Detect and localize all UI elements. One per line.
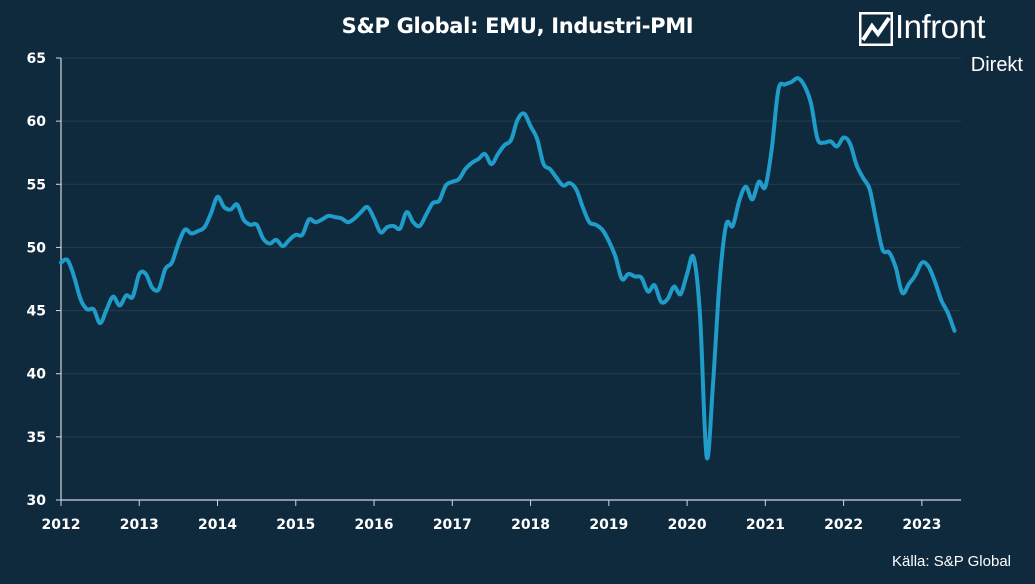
x-tick-label: 2013 — [120, 517, 159, 533]
brand-subtitle: Direkt — [970, 54, 1023, 76]
x-tick-label: 2012 — [42, 517, 81, 533]
infront-logo-icon — [859, 12, 893, 46]
brand-name: Infront — [895, 8, 986, 45]
chart-title: S&P Global: EMU, Industri-PMI — [341, 14, 694, 38]
y-tick-label: 30 — [27, 493, 47, 509]
series-line — [59, 76, 957, 461]
x-tick-label: 2023 — [902, 517, 941, 533]
y-tick-label: 60 — [27, 114, 47, 130]
y-tick-label: 45 — [27, 304, 46, 320]
source-note: Källa: S&P Global — [892, 553, 1011, 570]
x-tick-label: 2020 — [668, 517, 707, 533]
y-tick-label: 55 — [27, 177, 46, 193]
brand-logo: Infront Direkt — [855, 8, 1025, 78]
x-tick-label: 2021 — [746, 517, 785, 533]
x-tick-label: 2014 — [198, 517, 237, 533]
y-tick-label: 65 — [27, 51, 46, 67]
x-tick-label: 2019 — [589, 517, 628, 533]
x-tick-label: 2018 — [511, 517, 550, 533]
x-tick-label: 2017 — [433, 517, 472, 533]
y-tick-label: 35 — [27, 430, 46, 446]
y-tick-label: 40 — [27, 367, 47, 383]
x-tick-label: 2015 — [276, 517, 315, 533]
x-tick-label: 2016 — [355, 517, 394, 533]
x-tick-label: 2022 — [824, 517, 863, 533]
y-tick-label: 50 — [27, 240, 47, 256]
